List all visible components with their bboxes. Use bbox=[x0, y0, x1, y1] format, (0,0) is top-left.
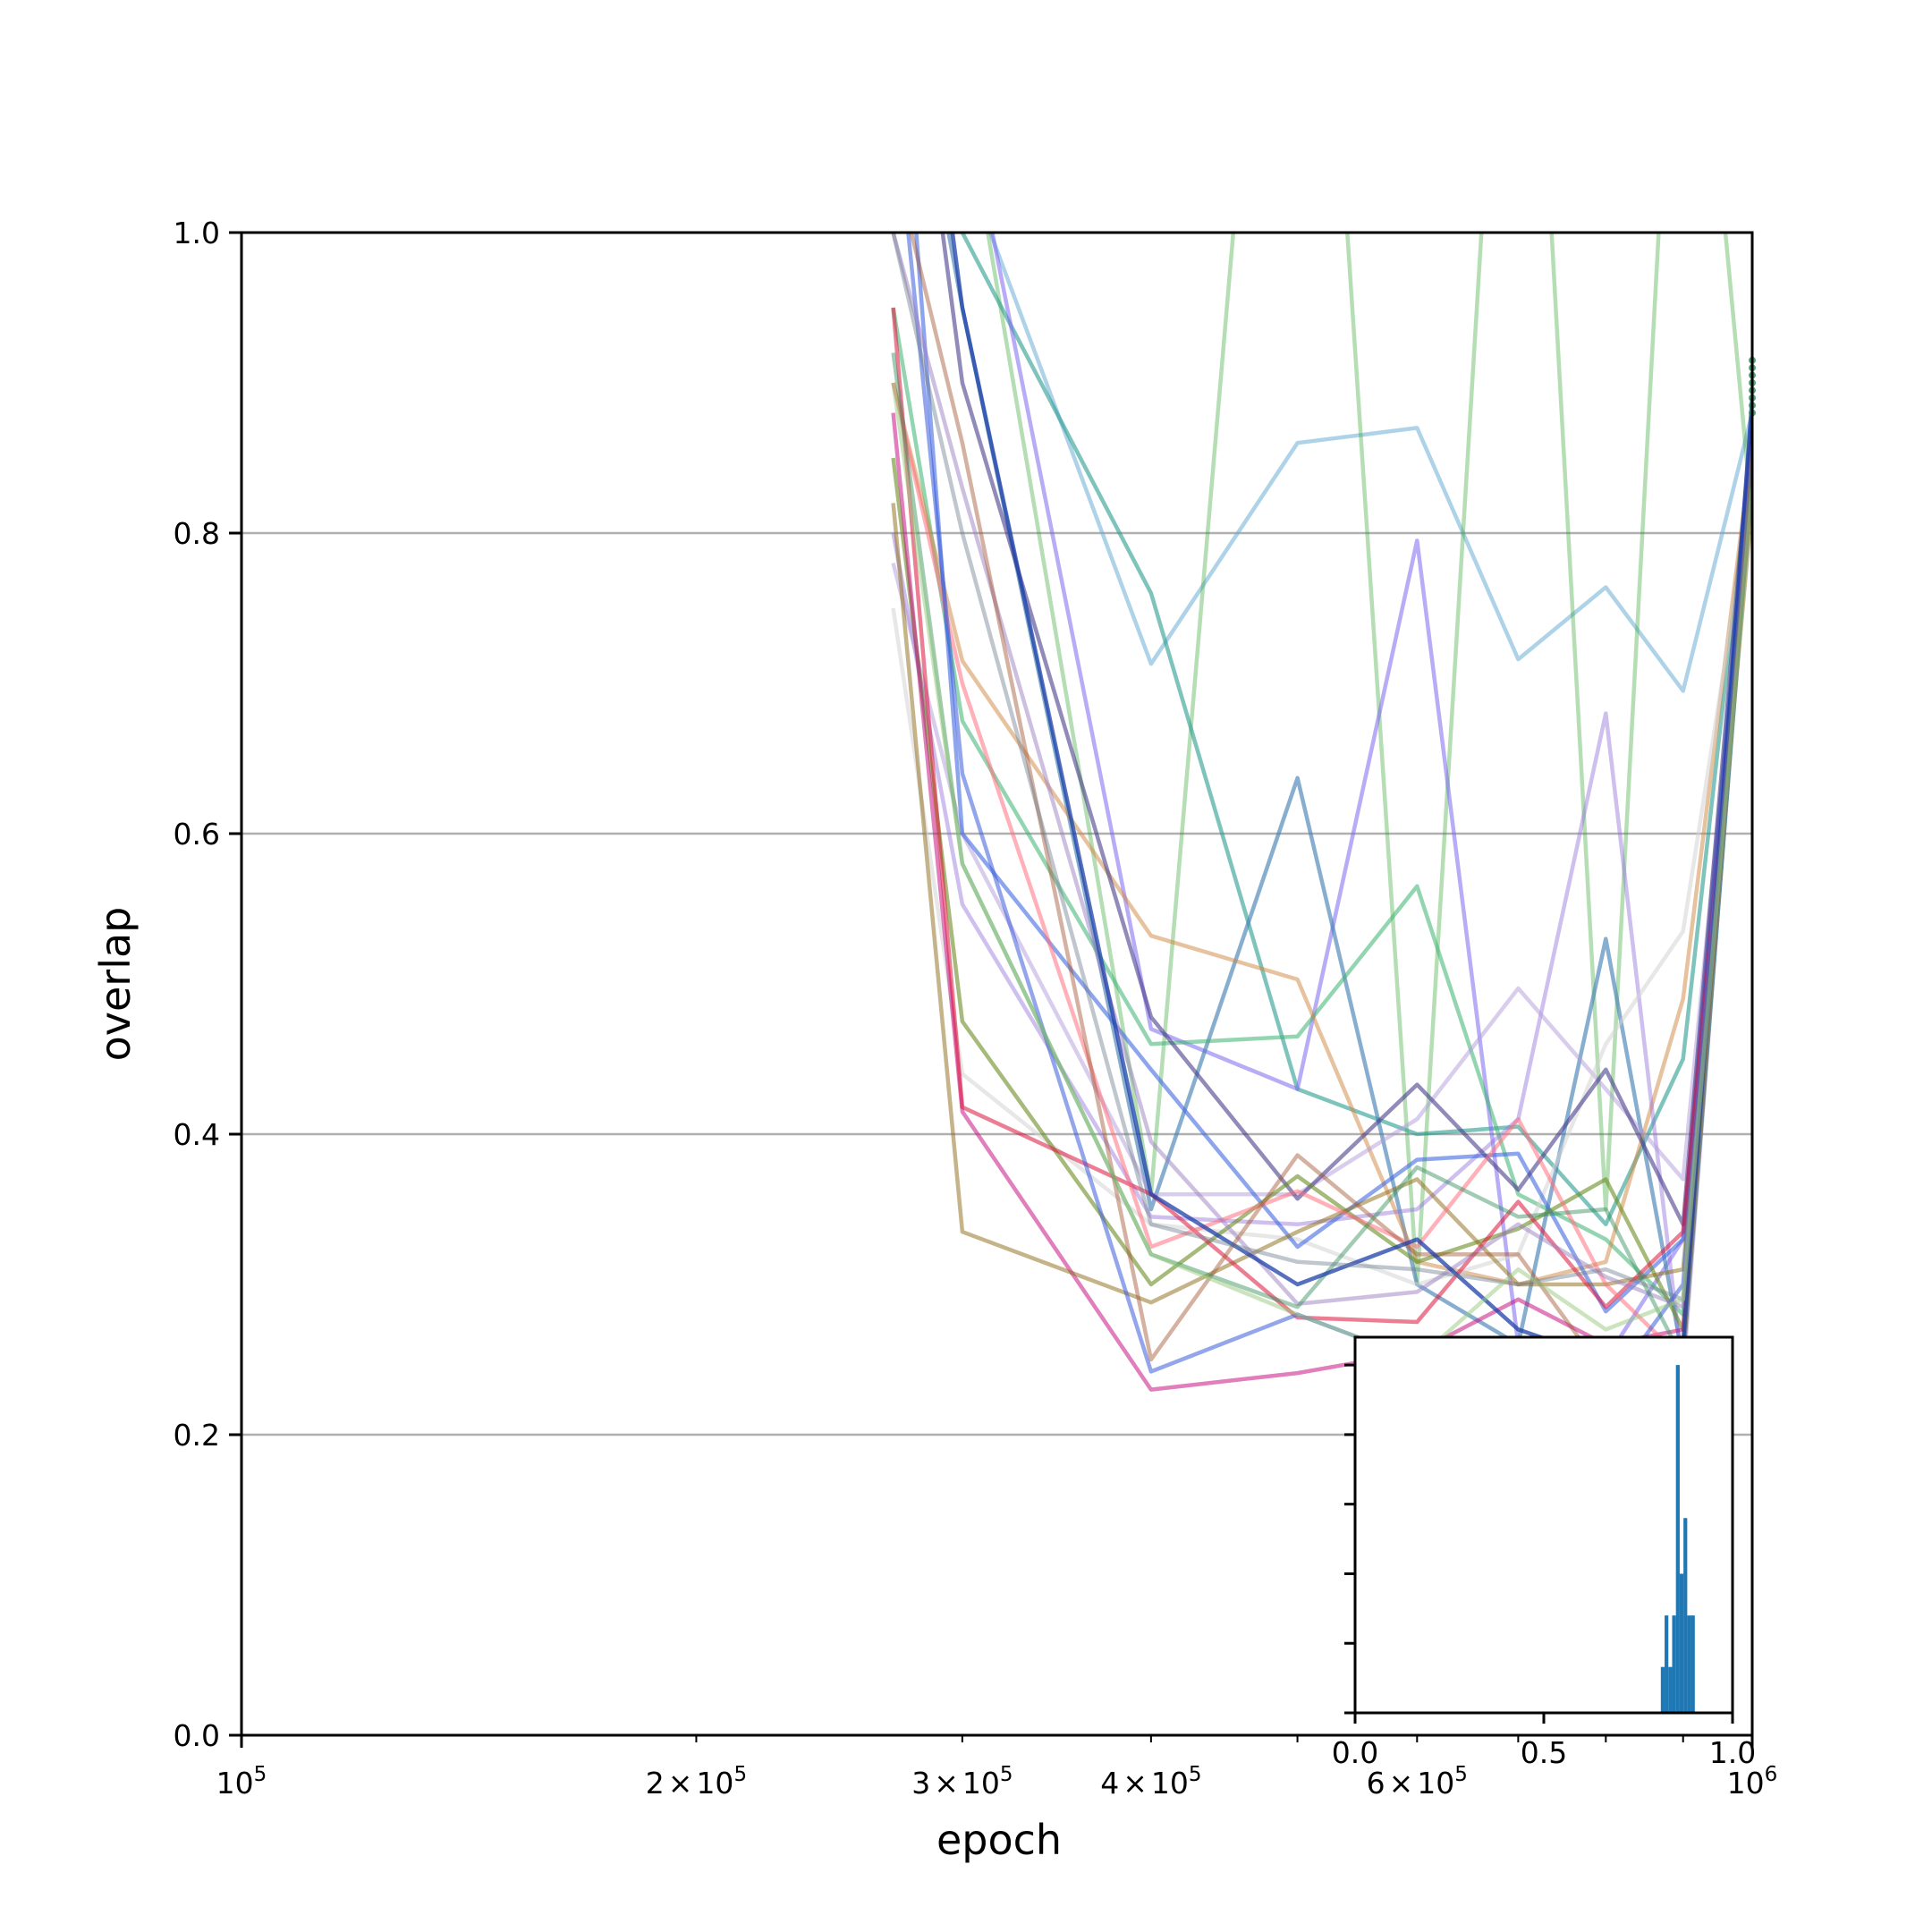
y-tick-label: 0.4 bbox=[174, 1117, 220, 1152]
series-line-2 bbox=[986, 233, 1752, 1287]
y-tick-label: 1.0 bbox=[174, 216, 220, 250]
y-tick-label: 0.8 bbox=[174, 516, 220, 551]
series-line-17 bbox=[891, 382, 1752, 1362]
histogram-bar bbox=[1668, 1666, 1673, 1713]
series-line-4 bbox=[990, 233, 1752, 1362]
inset-background bbox=[1355, 1337, 1733, 1713]
inset-y-axis bbox=[1344, 1363, 1355, 1715]
x-tick-label: 6 × 105 bbox=[1367, 1763, 1468, 1801]
series-line-22 bbox=[950, 233, 1752, 1362]
series-line-8 bbox=[891, 457, 1752, 1377]
series-line-23 bbox=[891, 233, 1752, 1302]
main-plot: 105 2 × 105 3 × 105 4 × 105 6 × 105 106 0.00.20.40.60… bbox=[91, 216, 1778, 1864]
series-layer bbox=[891, 233, 1752, 1392]
series-line-16 bbox=[891, 307, 1752, 1325]
histogram-bar bbox=[1683, 1518, 1688, 1713]
x-axis-label: epoch bbox=[936, 1816, 1062, 1864]
y-tick-label: 0.2 bbox=[174, 1418, 220, 1453]
inset-x-tick-label: 1.0 bbox=[1709, 1735, 1756, 1770]
x-tick-label: 2 × 105 bbox=[646, 1763, 747, 1801]
series-line-10 bbox=[891, 487, 1752, 1287]
inset-histogram: 0.0 0.5 1.0 bbox=[1332, 1335, 1756, 1770]
series-line-15 bbox=[891, 503, 1752, 1305]
series-line-5 bbox=[946, 233, 1752, 1362]
series-line-9 bbox=[891, 472, 1752, 1197]
end-markers bbox=[1749, 356, 1756, 417]
histogram-bar bbox=[1675, 1365, 1680, 1713]
histogram-bar bbox=[1679, 1573, 1684, 1713]
histogram-bar bbox=[1660, 1666, 1665, 1713]
y-tick-label: 0.6 bbox=[174, 817, 220, 852]
inset-bars bbox=[1660, 1365, 1695, 1713]
inset-x-axis: 0.0 0.5 1.0 bbox=[1332, 1713, 1756, 1770]
y-axis: 0.0 0.2 0.4 0.6 0.8 1.0 bbox=[174, 216, 242, 1753]
x-tick-label: 4 × 105 bbox=[1100, 1763, 1201, 1801]
x-axis: 105 2 × 105 3 × 105 4 × 105 6 × 105 106 bbox=[216, 1735, 1778, 1801]
x-tick-label: 106 bbox=[1727, 1763, 1778, 1801]
series-line-1 bbox=[987, 233, 1752, 693]
series-line-3 bbox=[960, 233, 1752, 1227]
inset-x-tick-label: 0.0 bbox=[1332, 1735, 1378, 1770]
y-tick-label: 0.0 bbox=[174, 1718, 220, 1753]
plot-frame bbox=[240, 231, 1754, 1737]
series-line-11 bbox=[914, 233, 1752, 1314]
histogram-bar bbox=[1665, 1615, 1669, 1713]
y-gridlines bbox=[242, 531, 1752, 1436]
x-tick-label: 3 × 105 bbox=[911, 1763, 1013, 1801]
y-axis-label: overlap bbox=[91, 907, 140, 1062]
histogram-bar bbox=[1690, 1615, 1695, 1713]
x-tick-label: 105 bbox=[216, 1763, 267, 1801]
inset-x-tick-label: 0.5 bbox=[1521, 1735, 1567, 1770]
histogram-bar bbox=[1687, 1615, 1691, 1713]
histogram-bar bbox=[1672, 1615, 1676, 1713]
series-line-6 bbox=[891, 307, 1752, 1317]
series-line-13 bbox=[891, 457, 1752, 1332]
series-line-19 bbox=[891, 233, 1752, 1309]
